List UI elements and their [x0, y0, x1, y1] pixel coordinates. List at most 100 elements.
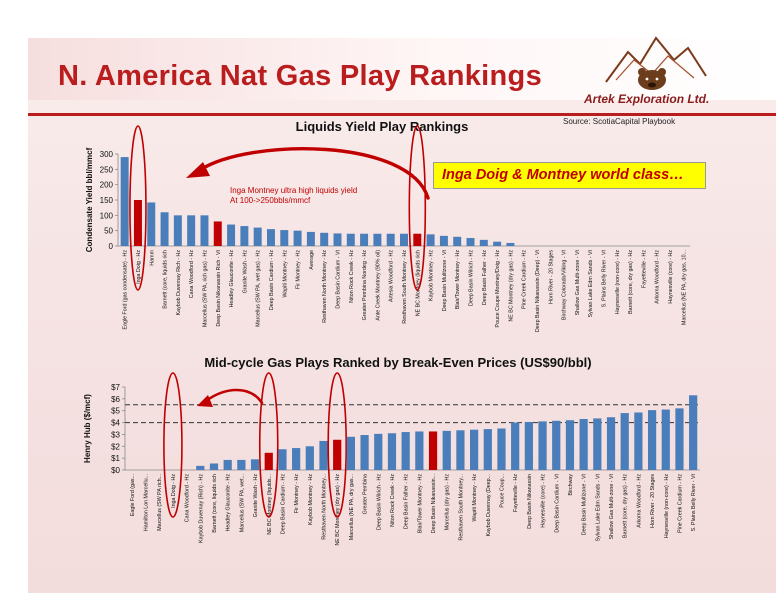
y-tick-label: $3: [111, 430, 120, 439]
category-label: Fir Montney - Hz: [296, 250, 302, 289]
category-label: Pine Creek Cardium - Hz: [522, 250, 528, 309]
bar-birchway: [565, 420, 575, 470]
category-label: Marcellus (SW PA, wet...: [239, 474, 245, 532]
category-label: Deep Basin Nikanassin Rich - Vt: [216, 249, 222, 326]
bar-blair-tower-montney-hz: [453, 236, 462, 246]
category-label: Deep Basin Cardium - Hz: [280, 474, 286, 534]
bar-marcellus-sw-pa-wet: [237, 459, 246, 470]
category-label: Granite Wash - Hz: [253, 474, 259, 518]
category-label: Pine Creek Cardium - Hz: [677, 474, 683, 533]
category-label: Arkoma Woodford - Hz: [655, 250, 661, 304]
category-label: Marcellus (SW PA, wet gas) - Hz: [256, 250, 262, 327]
y-axis-label: Henry Hub ($/mcf): [83, 394, 92, 463]
bar-greater-pembina: [360, 435, 369, 470]
bar-barnett-core-dry-gas-hz: [620, 413, 629, 470]
category-label: Artesia Woodford - Hz: [389, 250, 395, 302]
category-label: Fayetteville - Hz: [641, 250, 647, 288]
title-rule: [28, 113, 776, 116]
bar-resthaven-north-montney: [319, 440, 328, 470]
arrowhead: [197, 395, 213, 407]
bar-marcellus-dry-gas-hz: [442, 430, 451, 470]
bar-ne-bc-montney-dry-gas-hz: [506, 242, 515, 246]
bar-barnett-core-liquids-rich: [160, 212, 169, 246]
category-label: Kaybob Montney - Hz: [429, 250, 435, 301]
bar-kaybob-duvernay-rich-hz: [196, 465, 205, 470]
bar-deep-basin-multizone-vt: [579, 419, 588, 470]
category-label: Fir Montney - Hz: [294, 474, 300, 513]
bar-deep-basin-falher-hz: [401, 432, 410, 470]
category-label: S. Plains Belly River - Vt: [602, 249, 608, 307]
bar-deep-basin-cardium-vt: [552, 420, 561, 470]
annotation-line-1: Inga Montney ultra high liquids yield: [230, 186, 358, 195]
bar-blair-tower-montney-hz: [415, 431, 424, 470]
category-label: Marcellus (NE PA, dry gas...: [349, 474, 355, 540]
category-label: Sylvan Lake Edm Sands - Vt: [588, 249, 594, 317]
category-label: Inga Doig - Hz: [136, 250, 142, 284]
category-label: Niton Rock Creek - Hz: [349, 250, 355, 303]
curved-arrow: [198, 147, 430, 200]
category-label: Deep Basin Mulitzone - Vt: [442, 249, 448, 311]
bar-shallow-gas-multi-zone-vt: [606, 417, 616, 470]
bar-arkoma-woodford-hz: [634, 412, 643, 470]
category-label: Barnett (core, liquids rich: [212, 474, 218, 533]
bar-ne-bc-montney-dry-gas-hz: [333, 439, 342, 470]
category-label: Marcellus (SW PA, rich gas) - Hz: [202, 250, 208, 327]
bar-headley-glauconite-hz: [227, 224, 236, 246]
bar-ne-bc-montney-liquids-rich: [413, 233, 422, 246]
category-label: Cana Woodford - Hz: [185, 474, 191, 523]
y-tick-label: 0: [109, 242, 114, 251]
bar-ante-creek-montney-90-oil: [373, 233, 382, 246]
bar-eagle-ford-gas-condensate-hz: [120, 157, 129, 246]
category-label: Greater Pembina Nordeg - Hz: [362, 250, 368, 321]
bar-pine-creek-cardium-hz: [675, 408, 684, 470]
bar-granite-wash-hz: [250, 459, 260, 470]
category-label: Marcellus (NE PA, dry gas, 10...: [681, 250, 687, 325]
y-tick-label: 150: [100, 196, 114, 205]
category-label: Blair/Tower Montney - Hz: [417, 474, 423, 534]
category-label: Sylvan Lake Edm Sands - Vt: [595, 473, 601, 541]
bar-deep-basin-nikanassin: [524, 421, 533, 470]
category-label: Inga Doig - Hz: [171, 474, 177, 508]
bar-horn-river-20-stages: [647, 410, 657, 470]
curved-arrow: [204, 388, 264, 405]
category-label: Resthaven South Montney...: [458, 474, 464, 540]
highlight-circle: [258, 372, 279, 518]
bar-deep-basin-wilrich-hz: [466, 238, 475, 246]
category-label: Shallow Gas Multi-zone - Vt: [609, 473, 615, 539]
bar-deep-basin-cardium-hz: [278, 449, 287, 470]
category-label: Resthaven North Montney - Hz: [322, 250, 328, 323]
highlight-circle: [408, 125, 427, 291]
category-label: Deep Basin Wilrich - Hz: [376, 474, 382, 530]
y-tick-label: $0: [111, 466, 120, 475]
category-label: Arkoma Woodford - Hz: [636, 474, 642, 528]
category-label: Kaybob Duvernay (Deep...: [486, 474, 492, 536]
background-band: [28, 38, 776, 593]
category-label: Resthaven North Montney...: [322, 474, 328, 540]
category-label: Fayetteville - Hz: [513, 474, 519, 512]
bar-deep-basin-mulitzone-vt: [439, 235, 448, 246]
category-label: Cana Woodford - Hz: [189, 250, 195, 299]
category-label: Deep Basin Nikanassin...: [431, 474, 437, 533]
bar-wapiti-montney-hz: [470, 429, 479, 470]
annotation-line-2: At 100->250bbls/mmcf: [230, 196, 311, 205]
annotation-note: Inga Montney ultra high liquids yield At…: [230, 186, 357, 206]
arrowhead: [186, 162, 210, 178]
category-label: Deep Basin Nikanassin: [527, 474, 533, 529]
category-label: Barnett (core, dry gas) - Hz: [623, 474, 629, 538]
y-tick-label: 300: [100, 150, 114, 159]
bar-ne-bc-montney-liquids: [264, 452, 273, 470]
bar-resthaven-south-montney: [456, 430, 465, 470]
y-tick-label: $7: [111, 383, 120, 392]
bar-niton-rock-creek-hz: [387, 433, 397, 470]
category-label: Shallow Gas Multi-zone - Vt: [575, 249, 581, 315]
category-label: Deep Basin Falher - Hz: [482, 250, 488, 305]
category-label: S. Plains Belly River - Vt: [691, 473, 697, 531]
category-label: Haynesville (core) - Hz: [668, 250, 674, 304]
category-label: Deep Basin Cardium - Vt: [335, 249, 341, 308]
bar-niton-rock-creek-hz: [346, 233, 355, 246]
category-label: Pouce Coup...: [499, 474, 505, 508]
category-label: Kaybob Duvernay Rich - Hz: [176, 250, 182, 316]
category-label: Eagle Ford (gas condensate) - Hz: [123, 250, 129, 330]
bar-resthaven-north-montney-hz: [320, 232, 329, 246]
bar-haynesville-core-hz: [538, 421, 547, 470]
